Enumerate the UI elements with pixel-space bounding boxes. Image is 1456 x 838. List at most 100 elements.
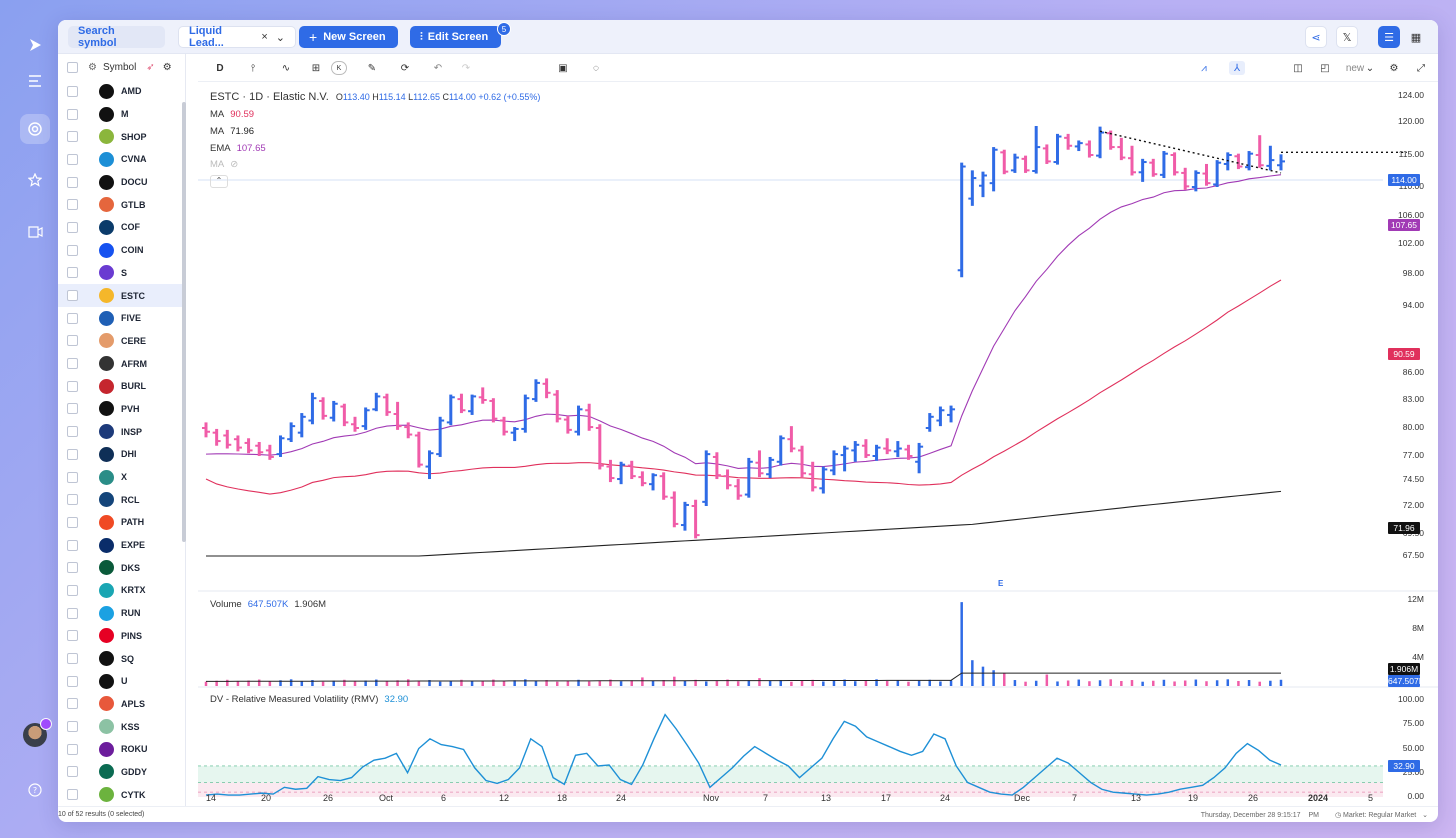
star-icon[interactable]	[20, 165, 50, 195]
row-checkbox[interactable]	[67, 743, 78, 755]
new-screen-button[interactable]: + New Screen	[299, 26, 398, 48]
row-checkbox[interactable]	[67, 199, 78, 211]
row-checkbox[interactable]	[67, 176, 78, 188]
refresh-icon[interactable]: ⟳	[400, 62, 410, 74]
menu-icon[interactable]	[20, 66, 50, 96]
layout-icon[interactable]: ◫	[1293, 62, 1303, 74]
eye-off-icon[interactable]: ⊘	[230, 159, 239, 170]
screen-tab[interactable]: Liquid Lead... × ⌄	[178, 25, 296, 49]
sidebar-item-run[interactable]: RUN	[58, 602, 185, 625]
select-all-checkbox[interactable]	[67, 61, 78, 73]
sidebar-item-sq[interactable]: SQ	[58, 647, 185, 670]
sidebar-item-u[interactable]: U	[58, 670, 185, 693]
row-checkbox[interactable]	[67, 221, 78, 233]
sidebar-item-gddy[interactable]: GDDY	[58, 761, 185, 784]
k-icon[interactable]: K	[331, 61, 347, 75]
grid-view-icon[interactable]: ▦	[1410, 31, 1422, 44]
sidebar-item-coin[interactable]: COIN	[58, 239, 185, 262]
avatar[interactable]	[20, 718, 52, 750]
settings-icon[interactable]: ⚙	[162, 61, 172, 73]
row-checkbox[interactable]	[67, 131, 78, 143]
price-chart[interactable]	[198, 82, 1438, 806]
sidebar-item-roku[interactable]: ROKU	[58, 738, 185, 761]
folder-icon[interactable]: ◰	[1320, 62, 1330, 74]
search-symbol-button[interactable]: Search symbol	[68, 25, 165, 49]
x-social-icon[interactable]: 𝕏	[1336, 26, 1358, 48]
sidebar-item-pvh[interactable]: PVH	[58, 398, 185, 421]
sidebar-item-cytk[interactable]: CYTK	[58, 783, 185, 806]
sidebar-item-dhi[interactable]: DHI	[58, 443, 185, 466]
chevron-down-icon[interactable]: ⌄	[1422, 812, 1428, 819]
help-icon[interactable]: ?	[20, 775, 50, 805]
volume-legend[interactable]: Volume 647.507K 1.906M	[210, 599, 327, 610]
edit-screen-button[interactable]: ⫶ Edit Screen	[410, 26, 501, 48]
calendar-icon[interactable]: ▣	[558, 62, 568, 74]
row-checkbox[interactable]	[67, 244, 78, 256]
row-checkbox[interactable]	[67, 267, 78, 279]
sidebar-scrollbar[interactable]	[182, 102, 186, 542]
ma-hidden-legend[interactable]: MA ⊘	[210, 159, 239, 170]
row-checkbox[interactable]	[67, 789, 78, 801]
layout-name[interactable]: new	[1345, 62, 1365, 74]
sidebar-item-cof[interactable]: COF	[58, 216, 185, 239]
market-status[interactable]: Market: Regular Market	[1343, 812, 1417, 819]
pencil-icon[interactable]: ✎	[367, 62, 377, 74]
redo-icon[interactable]: ↷	[461, 62, 471, 74]
indicators-icon[interactable]: ∿	[281, 62, 291, 74]
collapse-legend-button[interactable]: ⌃	[210, 175, 228, 188]
ma1-legend[interactable]: MA 90.59	[210, 109, 255, 120]
row-checkbox[interactable]	[67, 312, 78, 324]
sidebar-item-gtlb[interactable]: GTLB	[58, 193, 185, 216]
row-checkbox[interactable]	[67, 380, 78, 392]
chevron-down-icon[interactable]: ⌄	[275, 31, 285, 44]
sidebar-item-m[interactable]: M	[58, 103, 185, 126]
compare-icon[interactable]: ⩘	[1201, 62, 1207, 74]
sidebar-item-expe[interactable]: EXPE	[58, 534, 185, 557]
sidebar-item-amd[interactable]: AMD	[58, 80, 185, 103]
chart-settings-icon[interactable]: ⚙	[1389, 62, 1399, 74]
sidebar-item-shop[interactable]: SHOP	[58, 125, 185, 148]
sidebar-item-afrm[interactable]: AFRM	[58, 352, 185, 375]
row-checkbox[interactable]	[67, 426, 78, 438]
sidebar-item-x[interactable]: X	[58, 466, 185, 489]
sidebar-item-rcl[interactable]: RCL	[58, 488, 185, 511]
sidebar-item-docu[interactable]: DOCU	[58, 171, 185, 194]
row-checkbox[interactable]	[67, 516, 78, 528]
row-checkbox[interactable]	[67, 562, 78, 574]
sidebar-item-kss[interactable]: KSS	[58, 715, 185, 738]
share-icon[interactable]: ⋖	[1305, 26, 1327, 48]
sidebar-item-cvna[interactable]: CVNA	[58, 148, 185, 171]
templates-icon[interactable]: ⊞	[311, 62, 321, 74]
sidebar-item-burl[interactable]: BURL	[58, 375, 185, 398]
alert-icon[interactable]: ◌	[593, 62, 599, 74]
earnings-marker[interactable]: E	[998, 579, 1004, 588]
drawing-icon[interactable]: ⅄	[1229, 61, 1245, 75]
ema-legend[interactable]: EMA 107.65	[210, 143, 266, 154]
row-checkbox[interactable]	[67, 721, 78, 733]
chevron-down-icon[interactable]: ⌄	[1365, 62, 1375, 74]
chart-area[interactable]: ESTC · 1D · Elastic N.V. O113.40 H115.14…	[198, 82, 1438, 806]
sidebar-item-krtx[interactable]: KRTX	[58, 579, 185, 602]
sidebar-item-apls[interactable]: APLS	[58, 693, 185, 716]
rocket-icon[interactable]: ➶	[146, 61, 155, 73]
row-checkbox[interactable]	[67, 108, 78, 120]
sidebar-item-cere[interactable]: CERE	[58, 330, 185, 353]
screener-icon[interactable]	[20, 114, 50, 144]
row-checkbox[interactable]	[67, 471, 78, 483]
sidebar-item-s[interactable]: S	[58, 262, 185, 285]
row-checkbox[interactable]	[67, 403, 78, 415]
bar-type-icon[interactable]: ⫯	[250, 62, 256, 74]
row-checkbox[interactable]	[67, 290, 78, 302]
sidebar-item-five[interactable]: FIVE	[58, 307, 185, 330]
row-checkbox[interactable]	[67, 448, 78, 460]
interval-button[interactable]: D	[216, 62, 224, 74]
row-checkbox[interactable]	[67, 358, 78, 370]
rmv-legend[interactable]: DV - Relative Measured Volatility (RMV) 3…	[210, 694, 409, 705]
list-view-icon[interactable]: ☰	[1378, 26, 1400, 48]
sidebar-item-dks[interactable]: DKS	[58, 556, 185, 579]
row-checkbox[interactable]	[67, 675, 78, 687]
symbol-column-header[interactable]: Symbol	[102, 61, 137, 73]
row-checkbox[interactable]	[67, 85, 78, 97]
row-checkbox[interactable]	[67, 584, 78, 596]
sidebar-item-estc[interactable]: ESTC	[58, 284, 185, 307]
